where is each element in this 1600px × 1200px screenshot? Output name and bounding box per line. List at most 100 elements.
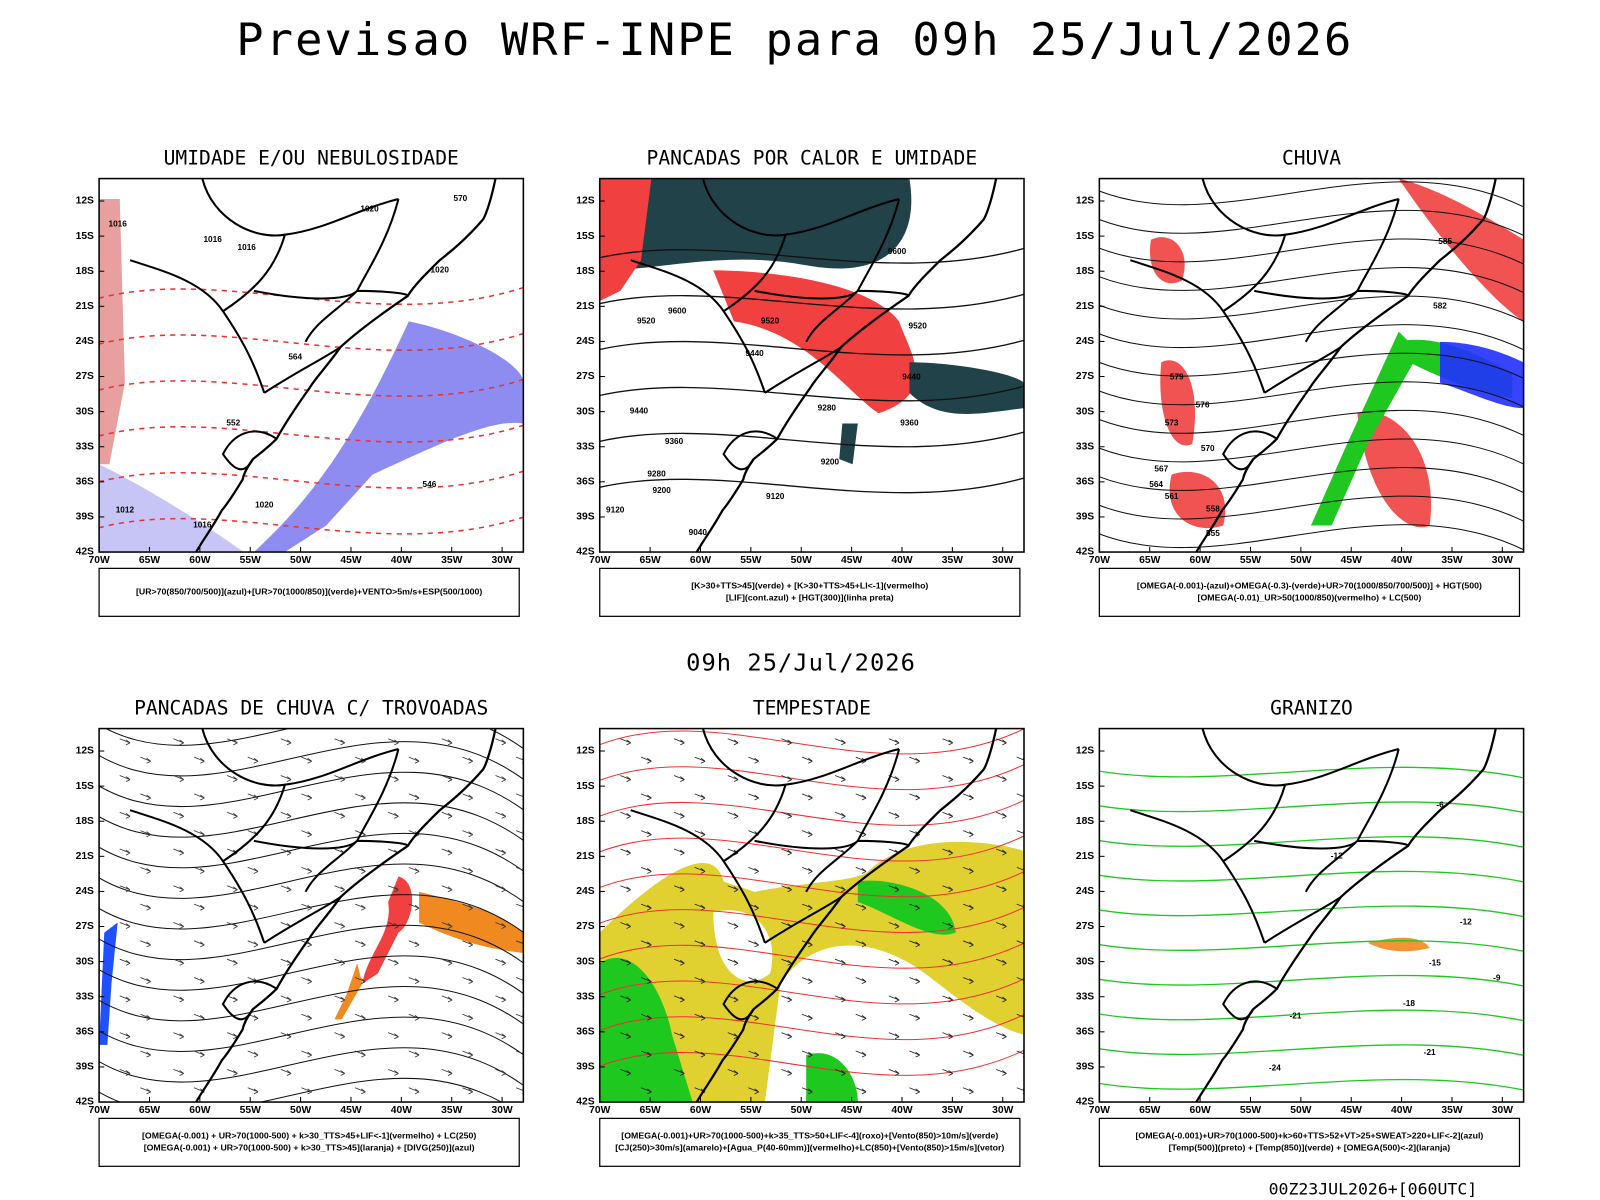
wind-arrow	[441, 922, 453, 929]
contour-label: -12	[1331, 851, 1343, 860]
wind-arrow	[495, 775, 507, 782]
lon-label: 55W	[740, 555, 762, 566]
contour	[1099, 324, 1524, 351]
lon-label: 65W	[139, 1105, 161, 1116]
wind-arrow	[909, 1050, 920, 1058]
lat-label: 39S	[76, 512, 95, 523]
lat-label: 15S	[76, 231, 95, 242]
lon-label: 65W	[1139, 555, 1161, 566]
contour	[599, 728, 1024, 755]
contour	[1099, 905, 1524, 918]
legend-text: [LIF](cont.azul) + [HGT(300)](linha pret…	[726, 593, 894, 603]
wind-arrow	[834, 811, 846, 819]
wind-arrow	[781, 775, 792, 782]
shaded-area	[1357, 411, 1432, 528]
contour-label: -21	[1290, 1012, 1302, 1021]
wind-arrow	[640, 866, 652, 874]
lon-label: 60W	[690, 1105, 712, 1116]
wind-arrow	[673, 811, 685, 819]
wind-arrow	[173, 738, 184, 746]
wind-arrow	[962, 903, 974, 911]
wind-arrow	[354, 793, 366, 801]
lat-label: 39S	[1076, 1062, 1095, 1073]
lat-label: 12S	[1076, 746, 1095, 757]
wind-arrow	[620, 995, 631, 1003]
shaded-area	[599, 178, 912, 271]
shaded-area	[1149, 237, 1185, 284]
wind-arrow	[673, 1069, 685, 1076]
wind-arrow	[334, 1069, 346, 1076]
contour	[1099, 870, 1524, 883]
contour	[599, 339, 1024, 356]
wind-arrow	[640, 1050, 652, 1058]
contour	[1099, 467, 1524, 494]
lon-label: 60W	[690, 555, 712, 566]
contour-label: 9200	[821, 457, 840, 466]
wind-arrow	[495, 958, 507, 966]
lon-label: 35W	[1441, 1105, 1463, 1116]
wind-arrow	[354, 903, 366, 911]
contour	[1099, 766, 1524, 779]
lat-label: 18S	[1076, 266, 1095, 277]
map-frame	[1098, 177, 1525, 553]
wind-arrow	[193, 1013, 205, 1021]
wind-arrow	[962, 830, 974, 838]
wind-arrow	[640, 1087, 652, 1095]
wind-arrow	[280, 995, 292, 1003]
wind-arrow	[140, 830, 151, 838]
lat-label: 18S	[76, 816, 95, 827]
map-content: 9600 9600 9520 9520 9520 9440 9440 9440 9360 9360…	[599, 178, 1024, 553]
wind-arrow	[640, 830, 652, 838]
lat-label: 30S	[76, 956, 95, 967]
lat-label: 18S	[1076, 816, 1095, 827]
map-panel: 9600 9600 9520 9520 9520 9440 9440 9440 9360 9360…	[576, 177, 1025, 617]
wind-arrow	[301, 793, 312, 801]
wind-arrow	[354, 1050, 366, 1058]
wind-arrow	[694, 1013, 706, 1021]
legend-text: [OMEGA(-0.001)+UR>70(1000-500)+k>35_TTS>…	[621, 1131, 998, 1141]
contour-label: 570	[1201, 444, 1215, 453]
panel-title: TEMPESTADE	[753, 697, 871, 720]
wind-arrow	[119, 885, 131, 893]
wind-arrow	[247, 756, 259, 764]
wind-arrow	[515, 830, 524, 838]
wind-arrow	[995, 885, 1007, 893]
lat-label: 30S	[576, 406, 595, 417]
lat-label: 42S	[1076, 547, 1095, 558]
wind-arrow	[673, 958, 685, 966]
lat-label: 21S	[1076, 851, 1095, 862]
wind-arrow	[855, 1050, 867, 1058]
wind-arrow	[173, 775, 184, 782]
lon-label: 50W	[1290, 555, 1312, 566]
wind-arrow	[140, 1050, 151, 1058]
wind-arrow	[387, 922, 399, 929]
coastline	[1195, 728, 1497, 1103]
lat-label: 24S	[76, 886, 95, 897]
wind-arrow	[855, 903, 867, 911]
coastline	[195, 728, 497, 1103]
lat-label: 27S	[1076, 371, 1095, 382]
contour	[99, 1047, 524, 1086]
lon-label: 45W	[340, 555, 362, 566]
wind-arrow	[727, 1069, 739, 1076]
contour	[1099, 238, 1524, 265]
contour	[99, 986, 524, 1025]
contour-label: 564	[1149, 480, 1163, 489]
contour	[599, 431, 1024, 448]
wind-arrow	[515, 1087, 524, 1095]
wind-arrow	[462, 1013, 474, 1021]
wind-arrow	[640, 977, 652, 985]
wind-arrow	[387, 811, 399, 819]
legend-box	[98, 567, 520, 617]
wind-arrow	[193, 1050, 205, 1058]
map-panel: 1016 1016 1016 1020 1020 1012 1020 1016 564 552 54…	[76, 177, 525, 617]
wind-arrow	[441, 885, 453, 893]
wind-arrow	[834, 995, 846, 1003]
panel-title: GRANIZO	[1270, 697, 1353, 720]
contour-label: 552	[226, 419, 240, 428]
wind-arrow	[673, 775, 685, 782]
lon-label: 30W	[992, 555, 1014, 566]
wind-arrow	[909, 977, 920, 985]
